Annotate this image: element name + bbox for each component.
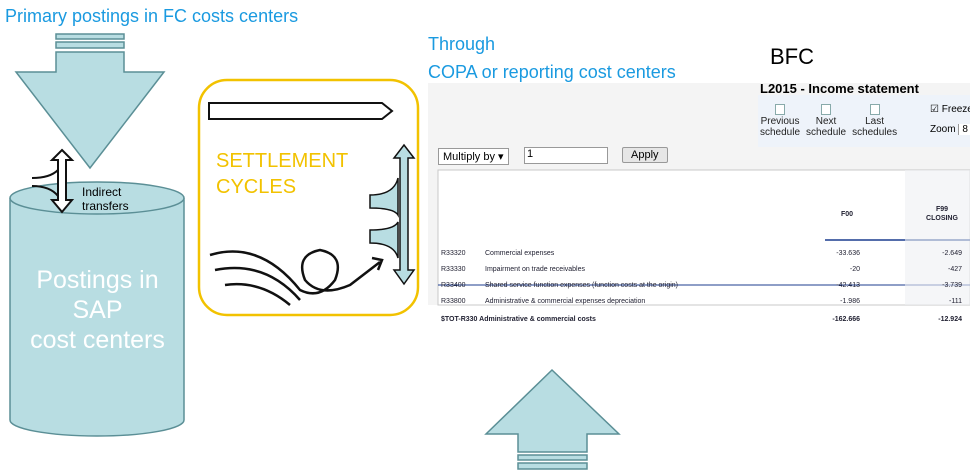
cell-f99: -427 — [892, 266, 962, 273]
text: SETTLEMENT — [216, 148, 348, 174]
zoom-input[interactable]: 8 — [958, 124, 970, 135]
row-code: R33320 — [441, 250, 466, 257]
row-total: $TOT-R330 Administrative & commercial co… — [441, 316, 596, 323]
bfc: BFC — [770, 44, 814, 70]
multiply-select[interactable]: Multiply by ▾ — [438, 148, 509, 165]
col-f99: F99 CLOSING — [922, 205, 962, 223]
text: SAP — [10, 295, 185, 325]
copa: COPA or reporting cost centers — [428, 62, 676, 83]
text: Previous — [760, 116, 800, 127]
report-title: L2015 - Income statement — [760, 81, 919, 96]
icon — [821, 104, 831, 115]
text: Zoom — [930, 124, 956, 135]
text: schedules — [852, 127, 897, 138]
freeze[interactable]: ☑ Freeze — [930, 104, 970, 115]
row-code: R33400 — [441, 282, 466, 289]
row-label: Administrative & commercial expenses dep… — [485, 298, 645, 305]
title: Primary postings in FC costs centers — [5, 6, 298, 27]
row-label: Commercial expenses — [485, 250, 554, 257]
text: transfers — [82, 199, 129, 213]
cell-f99: -3.739 — [892, 282, 962, 289]
icon — [775, 104, 785, 115]
cylinder-label: Postings in SAP cost centers — [10, 265, 185, 355]
text: CYCLES — [216, 174, 348, 200]
row-code: R33800 — [441, 298, 466, 305]
cell-f99: -111 — [892, 298, 962, 305]
text: Postings in — [10, 265, 185, 295]
row-label: Shared service function expenses (functi… — [485, 282, 678, 289]
cell-f99: -12.924 — [892, 316, 962, 323]
multiply-input[interactable]: 1 — [524, 147, 608, 164]
text: F99 — [922, 205, 962, 214]
text: Next — [806, 116, 846, 127]
down-arrow — [16, 34, 164, 168]
settlement-label: SETTLEMENT CYCLES — [216, 148, 348, 200]
text: cost centers — [10, 325, 185, 355]
text: Administrative & commercial costs — [479, 316, 596, 323]
cell-f00: -42.413 — [790, 282, 860, 289]
cell-f00: -162.666 — [790, 316, 860, 323]
cell-f00: -1.986 — [790, 298, 860, 305]
text: schedule — [806, 127, 846, 138]
diagram: Primary postings in FC costs centers Thr… — [0, 0, 970, 474]
row-code: R33330 — [441, 266, 466, 273]
text: Indirect — [82, 185, 129, 199]
text: Multiply by — [443, 151, 495, 163]
apply-button[interactable]: Apply — [622, 147, 668, 163]
flow-arrow — [209, 103, 392, 119]
up-arrow — [486, 370, 619, 469]
text: schedule — [760, 127, 800, 138]
transfer-label: Indirect transfers — [82, 185, 129, 213]
text: Freeze — [942, 104, 970, 115]
icon — [870, 104, 880, 115]
text: Last — [852, 116, 897, 127]
cell-f00: -33.636 — [790, 250, 860, 257]
text: CLOSING — [922, 214, 962, 223]
cell-f99: -2.649 — [892, 250, 962, 257]
text: $TOT-R330 — [441, 316, 477, 323]
through: Through — [428, 34, 495, 55]
zoom: Zoom 8 — [930, 124, 970, 135]
row-label: Impairment on trade receivables — [485, 266, 585, 273]
col-f00: F00 — [832, 211, 862, 218]
cell-f00: -20 — [790, 266, 860, 273]
